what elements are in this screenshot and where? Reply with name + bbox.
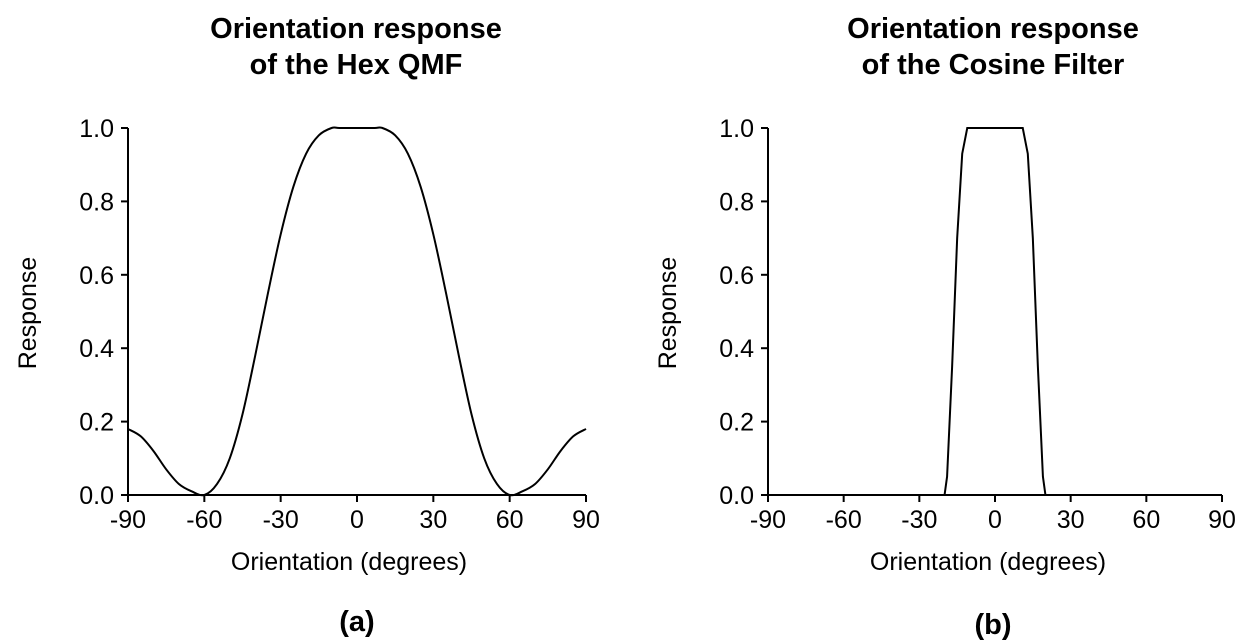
- x-tick-label: -90: [110, 506, 146, 534]
- y-tick-label: 0.0: [79, 482, 114, 510]
- x-tick-label: -60: [826, 506, 862, 534]
- y-tick-label: 0.4: [79, 335, 114, 363]
- series-line: [127, 126, 587, 497]
- y-tick-label: 0.4: [719, 335, 754, 363]
- y-tick-label: 0.2: [719, 409, 754, 437]
- chart-panel-a: Orientation response of the Hex QMF Orie…: [14, 13, 600, 638]
- x-tick-label: 90: [572, 506, 600, 534]
- chart-title-line-1: Orientation response: [210, 13, 502, 45]
- x-tick-label: 90: [1208, 506, 1236, 534]
- x-tick-label: -90: [750, 506, 786, 534]
- x-tick-label: 30: [419, 506, 447, 534]
- x-axis-label: Orientation (degrees): [231, 548, 467, 576]
- y-tick-label: 0.6: [79, 262, 114, 290]
- panel-label: (b): [974, 609, 1011, 641]
- x-axis-label: Orientation (degrees): [870, 548, 1106, 576]
- x-tick-label: 30: [1057, 506, 1085, 534]
- y-tick-label: 0.6: [719, 262, 754, 290]
- x-tick-label: 60: [1132, 506, 1160, 534]
- y-tick-label: 1.0: [79, 115, 114, 143]
- x-tick-label: -60: [186, 506, 222, 534]
- y-axis-label: Response: [14, 257, 42, 370]
- x-tick-label: 0: [988, 506, 1002, 534]
- chart-title-line-2: of the Hex QMF: [250, 49, 463, 81]
- x-tick-label: 60: [496, 506, 524, 534]
- y-axis-label: Response: [654, 257, 682, 370]
- x-tick-label: 0: [350, 506, 364, 534]
- chart-panel-b: Orientation response of the Cosine Filte…: [654, 13, 1236, 641]
- y-tick-label: 0.2: [79, 409, 114, 437]
- chart-title-line-1: Orientation response: [847, 13, 1139, 45]
- chart-title-line-2: of the Cosine Filter: [862, 49, 1125, 81]
- y-tick-label: 0.8: [719, 188, 754, 216]
- x-tick-label: -30: [263, 506, 299, 534]
- y-tick-label: 1.0: [719, 115, 754, 143]
- panel-label: (a): [339, 606, 374, 638]
- x-tick-label: -30: [901, 506, 937, 534]
- series-line: [768, 127, 1222, 496]
- y-tick-label: 0.8: [79, 188, 114, 216]
- y-tick-label: 0.0: [719, 482, 754, 510]
